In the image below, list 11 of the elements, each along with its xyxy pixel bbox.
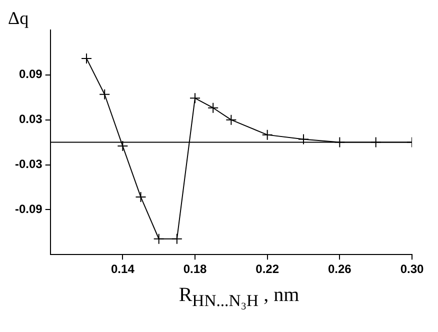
x-tick-label: 0.18 — [183, 262, 208, 276]
y-tick-label: 0.03 — [18, 112, 43, 126]
x-tick-label: 0.30 — [400, 262, 424, 276]
x-tick-label: 0.22 — [256, 262, 280, 276]
x-tick-label: 0.14 — [111, 262, 135, 276]
x-axis-title: R$_{HN...N₃H}$ , nm — [178, 284, 300, 311]
x-tick-label: 0.26 — [328, 262, 352, 276]
y-axis-title: Δq — [8, 8, 29, 29]
y-tick-label: -0.09 — [14, 202, 43, 216]
y-tick-label: 0.09 — [18, 67, 43, 82]
y-tick-label: -0.03 — [14, 157, 43, 172]
